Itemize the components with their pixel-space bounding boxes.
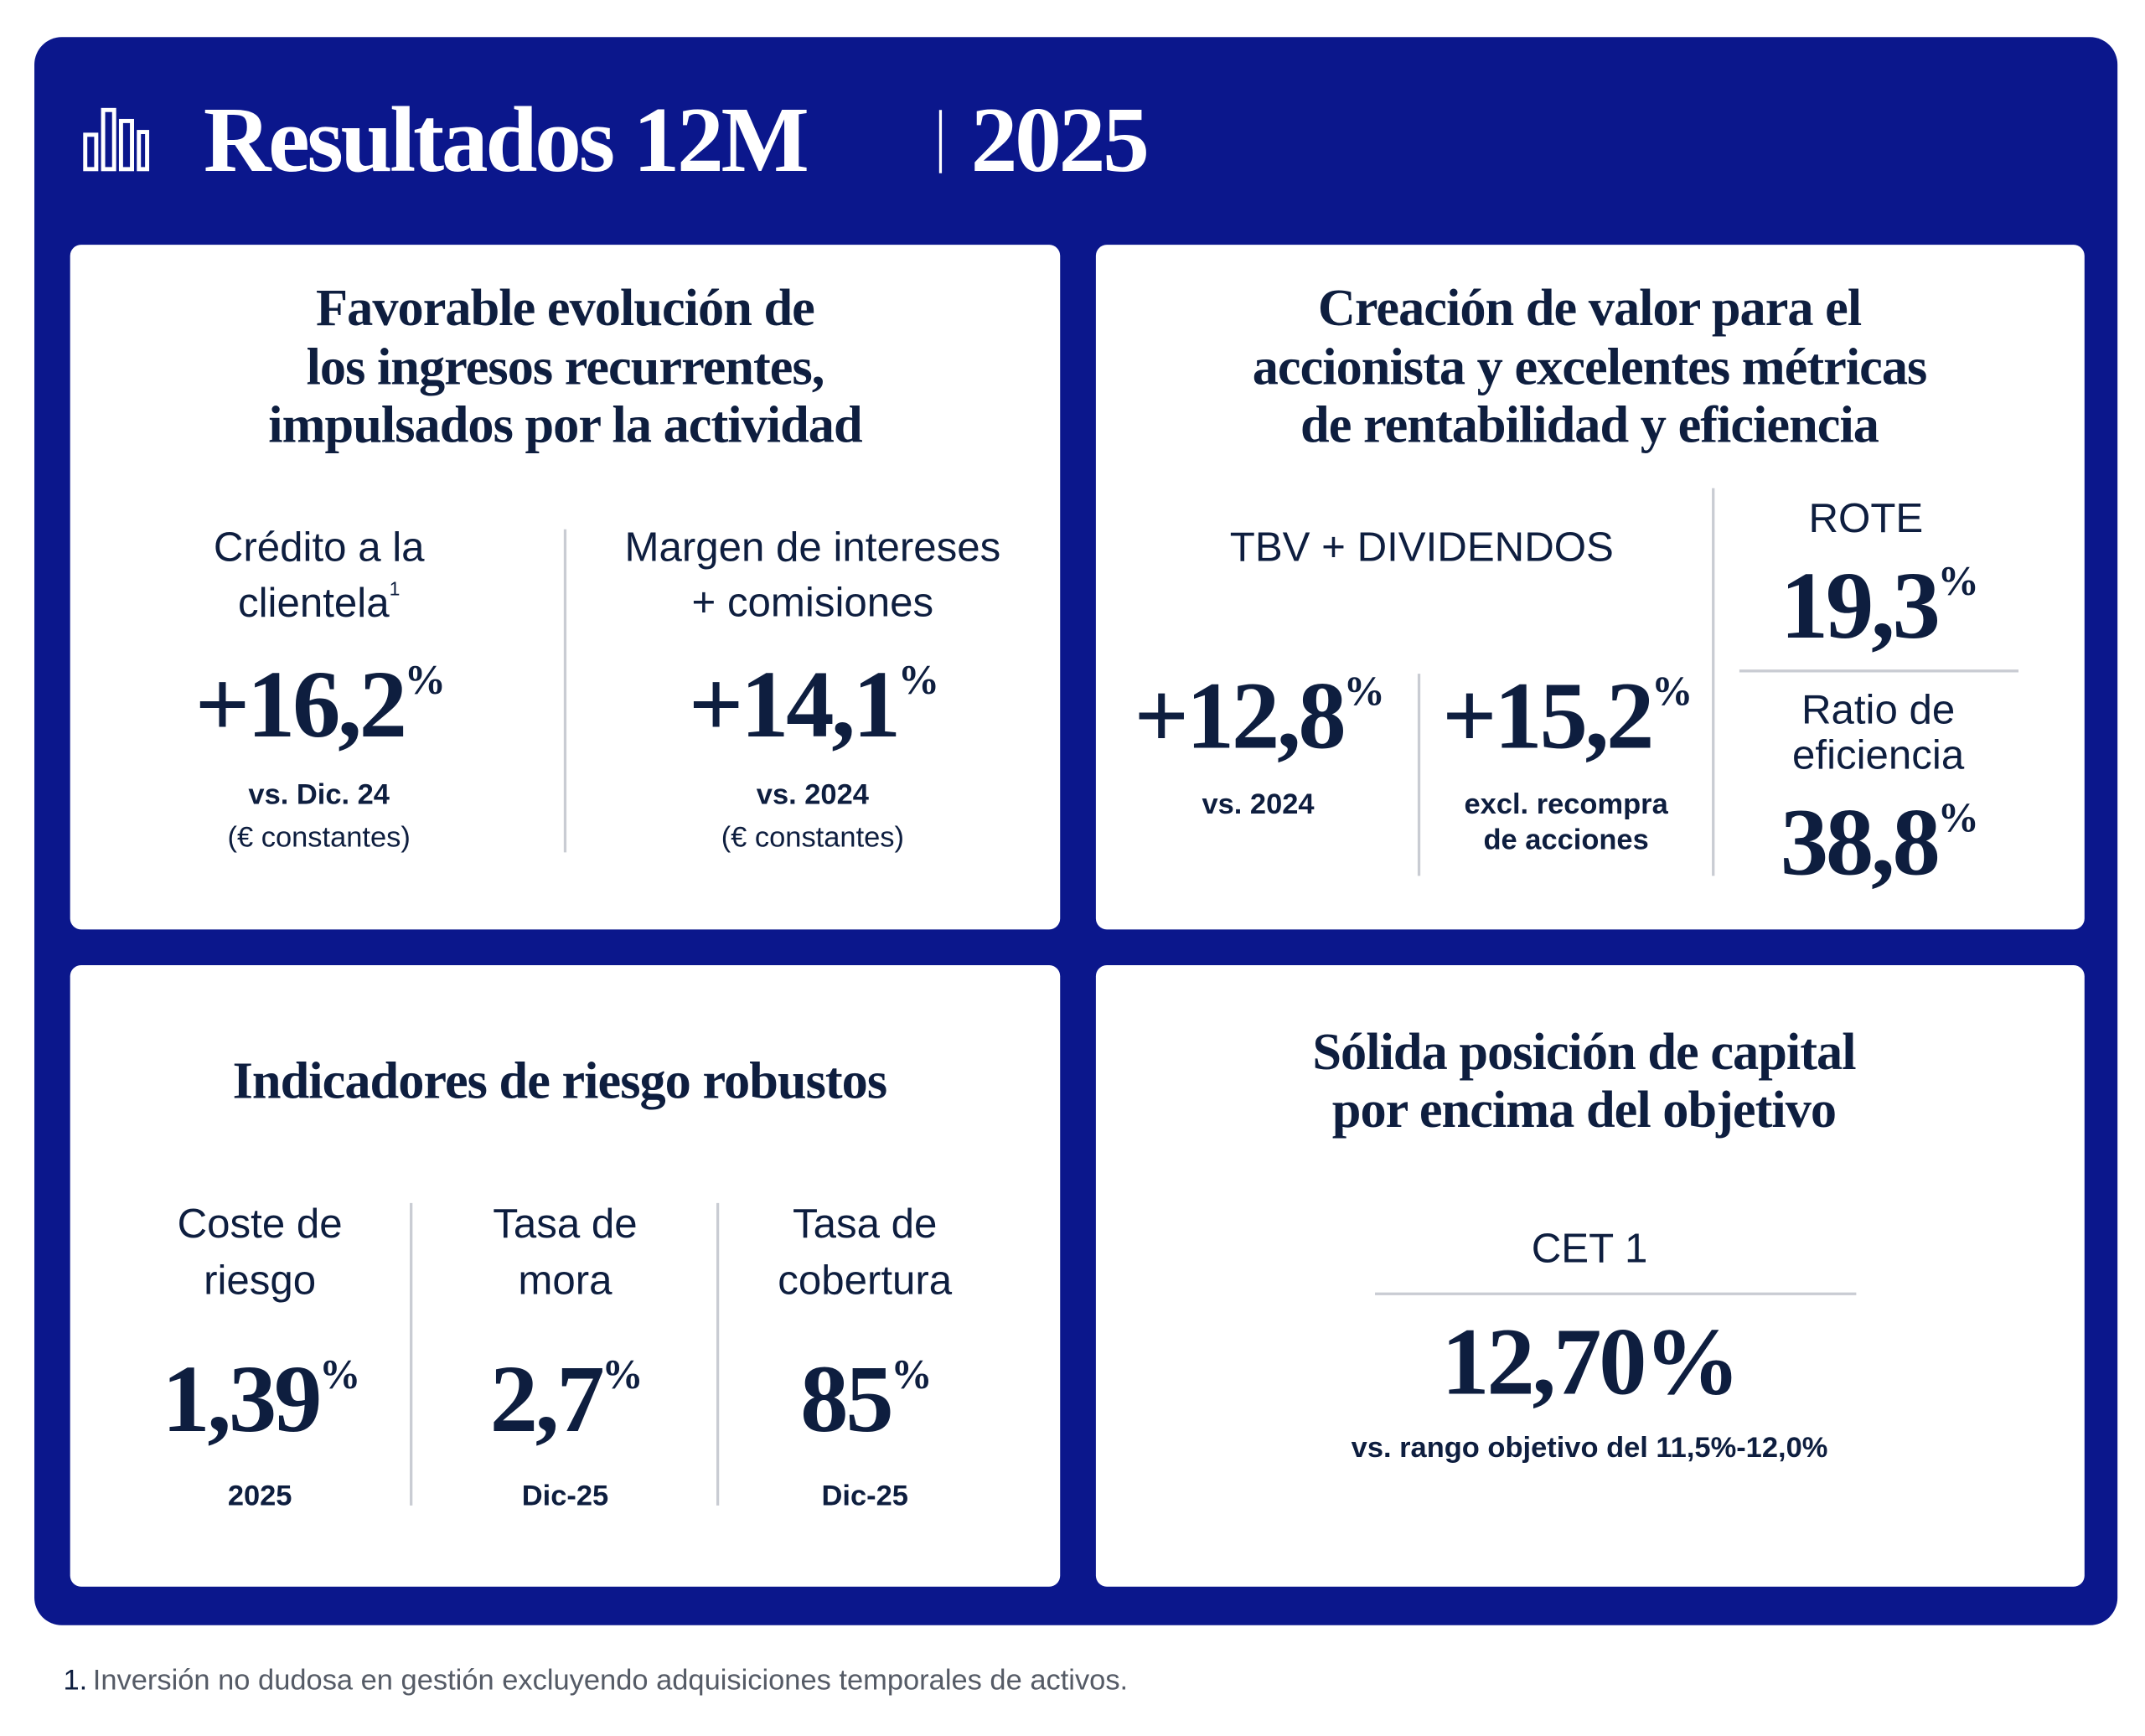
metric-note: excl. recompra [1465, 788, 1669, 820]
value: +16,2 [195, 651, 405, 757]
metric-note: Dic-25 [821, 1480, 907, 1511]
panel-heading: accionista y excelentes métricas [1253, 338, 1927, 396]
panel-heading: impulsados por la actividad [268, 396, 862, 454]
value: +12,8 [1135, 662, 1344, 768]
metric-note: vs. rango objetivo del 11,5%-12,0% [1352, 1432, 1828, 1464]
value: +15,2 [1442, 662, 1651, 768]
metric-note: Dic-25 [522, 1480, 608, 1511]
metric-value: 85% [800, 1345, 929, 1451]
metric-label: Margen de intereses [624, 524, 1000, 571]
metric-note: (€ constantes) [721, 821, 904, 853]
metric-note: de acciones [1484, 824, 1649, 856]
metric-label: riesgo [204, 1257, 316, 1303]
unit: % [891, 1351, 929, 1397]
metric-value: +15,2% [1442, 662, 1690, 768]
unit: % [898, 656, 937, 702]
value: 85 [800, 1345, 891, 1451]
metric-note: vs. Dic. 24 [248, 779, 390, 811]
metric-note: vs. 2024 [757, 779, 869, 811]
unit: % [405, 656, 443, 702]
panel [1095, 965, 2085, 1587]
metric-label: Coste de [178, 1201, 343, 1247]
metric-label: eficiencia [1792, 731, 1965, 778]
value: 12,70 [1441, 1308, 1644, 1414]
metric-value: 1,39% [162, 1345, 358, 1451]
metric-note: vs. 2024 [1202, 788, 1314, 820]
metric-label: CET 1 [1532, 1226, 1648, 1272]
footnote: 1. Inversión no dudosa en gestión excluye… [63, 1664, 1128, 1696]
value: 38,8 [1781, 788, 1938, 895]
metric-label: clientela [238, 579, 390, 625]
metric-label: ROTE [1809, 495, 1924, 541]
footnote-number: 1. [63, 1664, 87, 1696]
year: 2025 [971, 89, 1147, 192]
metric-value: 12,70% [1441, 1308, 1738, 1414]
metric-label: Tasa de [793, 1201, 937, 1247]
value: 1,39 [162, 1345, 319, 1451]
unit: % [1651, 667, 1690, 713]
panel-heading: Sólida posición de capital [1312, 1023, 1856, 1081]
metric-value: +12,8% [1135, 662, 1383, 768]
panel [70, 965, 1061, 1587]
unit: % [1938, 557, 1977, 603]
metric-value: 2,7% [490, 1345, 641, 1451]
metric-value: +14,1% [689, 651, 937, 757]
unit: % [1644, 1308, 1738, 1414]
metric-label: Tasa de [493, 1201, 637, 1247]
footnote-text: Inversión no dudosa en gestión excluyend… [93, 1664, 1128, 1696]
value: +14,1 [689, 651, 898, 757]
group-label: TBV + DIVIDENDOS [1230, 524, 1614, 571]
panel-heading: Indicadores de riesgo robustos [233, 1051, 886, 1109]
panel [1095, 245, 2085, 930]
footnote-ref: 1 [390, 577, 401, 599]
unit: % [319, 1351, 358, 1397]
panel-heading: Favorable evolución de [316, 279, 814, 337]
metric-note: (€ constantes) [228, 821, 411, 853]
panel-heading: de rentabilidad y eficiencia [1300, 396, 1879, 454]
metric-value: +16,2% [195, 651, 443, 757]
value: 2,7 [490, 1345, 603, 1451]
metric-label: clientela1 [238, 577, 400, 625]
panel-heading: por encima del objetivo [1332, 1081, 1836, 1139]
panel-heading: los ingresos recurrentes, [307, 338, 824, 396]
metric-label: cobertura [778, 1257, 953, 1303]
metric-label: mora [518, 1257, 612, 1303]
value: 19,3 [1781, 552, 1938, 659]
unit: % [1344, 667, 1383, 713]
metric-label: Ratio de [1801, 686, 1955, 732]
unit: % [1938, 793, 1977, 840]
metric-value: 38,8% [1781, 788, 1977, 895]
metric-value: 19,3% [1781, 552, 1977, 659]
icon [83, 107, 150, 172]
unit: % [602, 1351, 640, 1397]
metric-note: 2025 [228, 1480, 292, 1511]
metric-label: + comisiones [692, 579, 934, 625]
metric-label: Crédito a la [214, 524, 425, 571]
title: Resultados 12M [204, 89, 808, 192]
panel-heading: Creación de valor para el [1318, 279, 1862, 337]
